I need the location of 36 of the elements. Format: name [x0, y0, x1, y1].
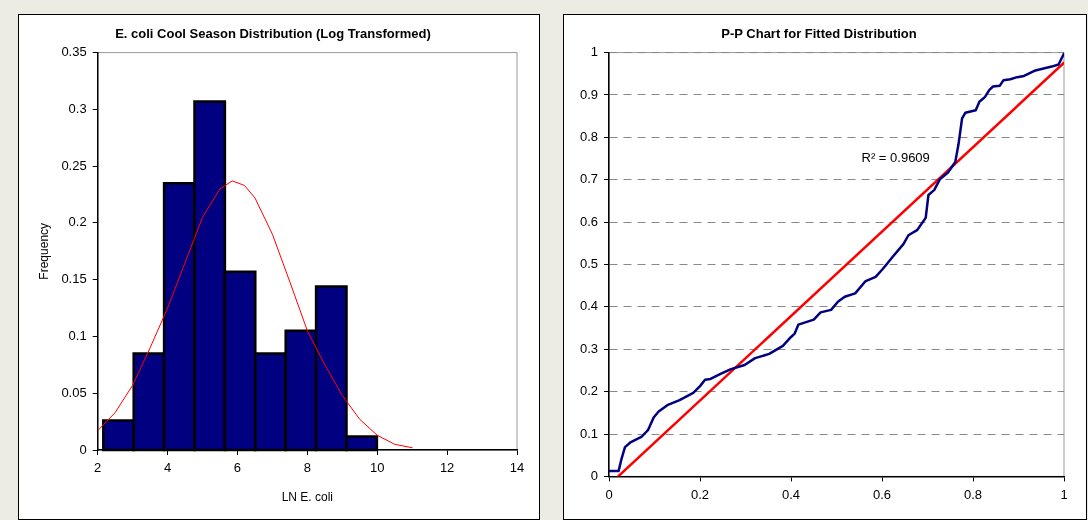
y-axis-title: Frequency: [36, 222, 51, 280]
y-tick-label: 0: [79, 441, 87, 457]
y-tick-label: 0.1: [579, 425, 599, 441]
y-tick-label: 0.3: [579, 340, 599, 356]
y-tick-label: 0.3: [68, 100, 87, 116]
x-tick-label: 0: [605, 486, 613, 502]
x-tick-label: 0.2: [691, 486, 710, 502]
y-tick-label: 0.05: [61, 384, 87, 400]
y-tick-label: 0.2: [579, 383, 599, 399]
x-tick-label: 4: [163, 460, 172, 476]
chart-title: E. coli Cool Season Distribution (Log Transformed): [115, 26, 431, 42]
y-tick-label: 0.5: [579, 256, 599, 272]
x-tick-label: 1: [1060, 486, 1068, 502]
x-axis-title: LN E. coli: [281, 490, 334, 505]
y-tick-label: 0.2: [68, 214, 87, 230]
x-tick-label: 8: [303, 460, 311, 476]
chart-title: P-P Chart for Fitted Distribution: [721, 26, 917, 42]
x-tick-label: 6: [233, 460, 242, 476]
y-tick-label: 0.9: [579, 86, 599, 102]
y-tick-label: 0.1: [68, 328, 87, 344]
x-tick-label: 10: [370, 460, 385, 476]
x-tick-label: 12: [439, 460, 455, 476]
y-tick-label: 0.7: [579, 171, 599, 187]
annotation: R² = 0.9609: [861, 150, 930, 166]
x-tick-label: 0.4: [782, 486, 801, 502]
y-tick-label: 0.15: [61, 271, 87, 287]
x-tick-label: 14: [509, 460, 525, 476]
y-tick-label: 0.6: [579, 213, 599, 229]
y-tick-label: 0.8: [579, 128, 599, 144]
x-tick-label: 0.8: [963, 486, 983, 502]
x-tick-label: 2: [94, 460, 102, 476]
y-tick-label: 0.25: [61, 157, 87, 173]
y-tick-label: 1: [590, 44, 599, 60]
x-tick-label: 0.6: [872, 486, 892, 502]
y-tick-label: 0.35: [61, 44, 87, 60]
y-tick-label: 0.4: [579, 298, 599, 314]
